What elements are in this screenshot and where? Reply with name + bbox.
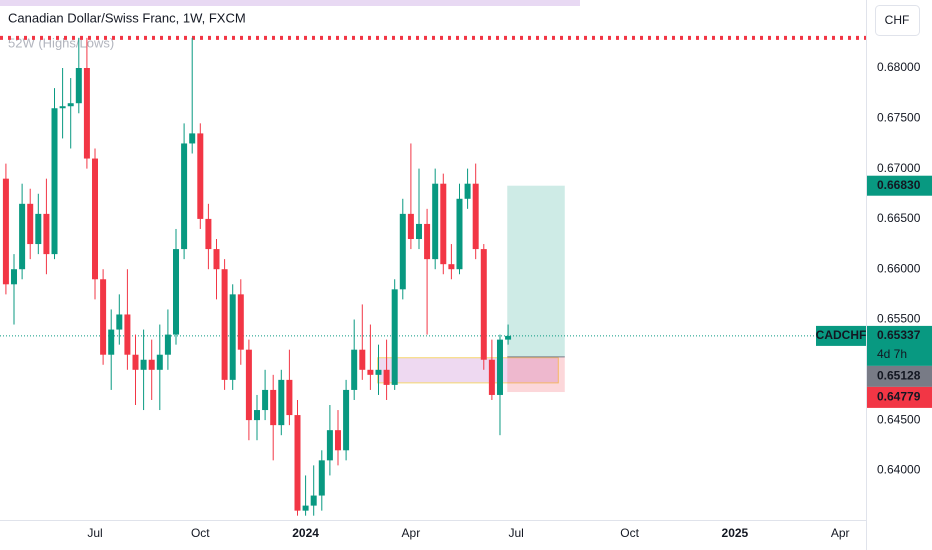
candle-body — [35, 213, 42, 245]
y-tick-label: 0.67500 — [877, 110, 921, 124]
candle-body — [43, 213, 50, 255]
price-tag — [867, 325, 932, 366]
candle-body — [343, 389, 350, 451]
currency-button[interactable] — [875, 5, 920, 36]
candle-body — [83, 68, 90, 159]
candle-body — [456, 198, 463, 270]
x-tick-label: 2025 — [722, 526, 749, 540]
y-tick-label: 0.68000 — [877, 60, 921, 74]
candle-body — [116, 314, 123, 330]
candle-body — [245, 349, 252, 421]
candle-body — [359, 349, 366, 370]
currency-label: CHF — [885, 13, 910, 27]
candle-body — [124, 314, 131, 355]
candle-body — [19, 203, 26, 270]
candle-body — [181, 143, 188, 250]
x-tick-label: 2024 — [292, 526, 319, 540]
candle-body — [407, 213, 414, 240]
candle-body — [440, 183, 447, 265]
candle-body — [505, 335, 512, 340]
candle-body — [496, 339, 503, 395]
candle-body — [294, 415, 301, 511]
candle-body — [399, 213, 406, 290]
candle-body — [326, 430, 333, 461]
candle-body — [156, 354, 163, 370]
candle-body — [148, 359, 155, 370]
profit-zone — [507, 185, 565, 357]
x-tick-label: Apr — [402, 526, 421, 540]
candle-body — [27, 203, 34, 245]
candle-body — [59, 106, 66, 109]
current-price-label: 0.65337 — [877, 328, 921, 342]
price-tag — [867, 365, 932, 387]
symbol-label: CADCHF — [816, 328, 867, 342]
candle-body — [472, 183, 479, 250]
candle-body — [367, 369, 374, 375]
candle-body — [132, 354, 139, 370]
candle-body — [253, 410, 260, 421]
symbol-tag — [816, 325, 866, 346]
candle-body — [67, 103, 74, 107]
candle-body — [448, 264, 455, 270]
x-tick-label: Oct — [620, 526, 639, 540]
candle-body — [108, 329, 115, 355]
candle-body — [173, 249, 180, 335]
zone — [377, 357, 559, 384]
candle-body — [488, 359, 495, 395]
candle-body — [11, 269, 18, 285]
x-tick-label: Jul — [509, 526, 524, 540]
top-strip — [0, 0, 580, 6]
candle-body — [270, 389, 277, 426]
candle-body — [351, 349, 358, 390]
y-tick-label: 0.66000 — [877, 261, 921, 275]
candle-body — [334, 430, 341, 451]
stop-price-label: 0.64779 — [877, 390, 921, 404]
candle-body — [318, 460, 325, 496]
candle-body — [75, 68, 82, 104]
price-tag — [867, 175, 932, 196]
candle-body — [464, 183, 471, 199]
x-tick-label: Apr — [831, 526, 850, 540]
entry-price-label: 0.65128 — [877, 369, 921, 383]
candle-body — [100, 279, 107, 355]
candle-body — [51, 108, 58, 255]
candle-body — [197, 133, 204, 219]
candle-body — [432, 183, 439, 260]
y-tick-label: 0.66500 — [877, 211, 921, 225]
candle-body — [92, 158, 99, 280]
candle-body — [415, 223, 422, 240]
candle-body — [278, 379, 285, 426]
candle-body — [205, 218, 212, 250]
candle-body — [310, 495, 317, 506]
candle-body — [286, 379, 293, 416]
countdown-label: 4d 7h — [877, 347, 907, 361]
chart-title: Canadian Dollar/Swiss Franc, 1W, FXCM — [8, 10, 246, 25]
candle-body — [302, 505, 309, 511]
candle-body — [237, 294, 244, 350]
candle-body — [164, 334, 171, 355]
candle-body — [213, 249, 220, 270]
y-tick-label: 0.67000 — [877, 161, 921, 175]
candle-body — [262, 389, 269, 411]
y-tick-label: 0.64000 — [877, 463, 921, 477]
price-tag — [867, 386, 932, 408]
target-price-label: 0.66830 — [877, 178, 921, 192]
candle-body — [140, 359, 147, 370]
candle-body — [2, 178, 9, 285]
loss-zone — [507, 356, 565, 393]
candle-body — [383, 369, 390, 385]
y-tick-label: 0.64500 — [877, 412, 921, 426]
candle-body — [189, 133, 196, 144]
candle-body — [375, 369, 382, 375]
candle-body — [391, 289, 398, 385]
candle-body — [229, 294, 236, 380]
candle-body — [221, 269, 228, 380]
x-tick-label: Oct — [191, 526, 210, 540]
x-tick-label: Jul — [87, 526, 102, 540]
y-tick-label: 0.65500 — [877, 312, 921, 326]
candle-body — [480, 249, 487, 360]
candle-body — [424, 223, 431, 260]
